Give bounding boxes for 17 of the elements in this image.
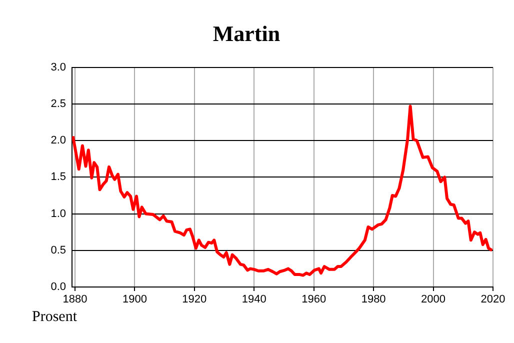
x-tick-label: 1920	[182, 294, 207, 306]
x-tick-label: 2020	[480, 294, 506, 306]
x-tick-label: 1880	[62, 294, 88, 306]
x-tick-label: 1960	[302, 294, 326, 306]
y-tick-label: 0.0	[50, 281, 66, 294]
chart-title: Martin	[212, 20, 280, 46]
y-tick-label: 2.5	[50, 98, 66, 110]
x-tick-label: 2000	[421, 294, 446, 306]
y-tick-label: 3.0	[50, 61, 66, 74]
x-tick-label: 1980	[361, 294, 386, 306]
x-tick-label: 1900	[122, 294, 147, 306]
x-tick-label: 1940	[242, 294, 266, 306]
y-tick-label: 1.5	[50, 171, 66, 184]
y-tick-label: 1.0	[50, 208, 66, 220]
y-tick-label: 2.0	[50, 134, 66, 147]
y-axis-title: Prosent	[32, 309, 77, 326]
y-tick-label: 0.5	[50, 244, 66, 256]
